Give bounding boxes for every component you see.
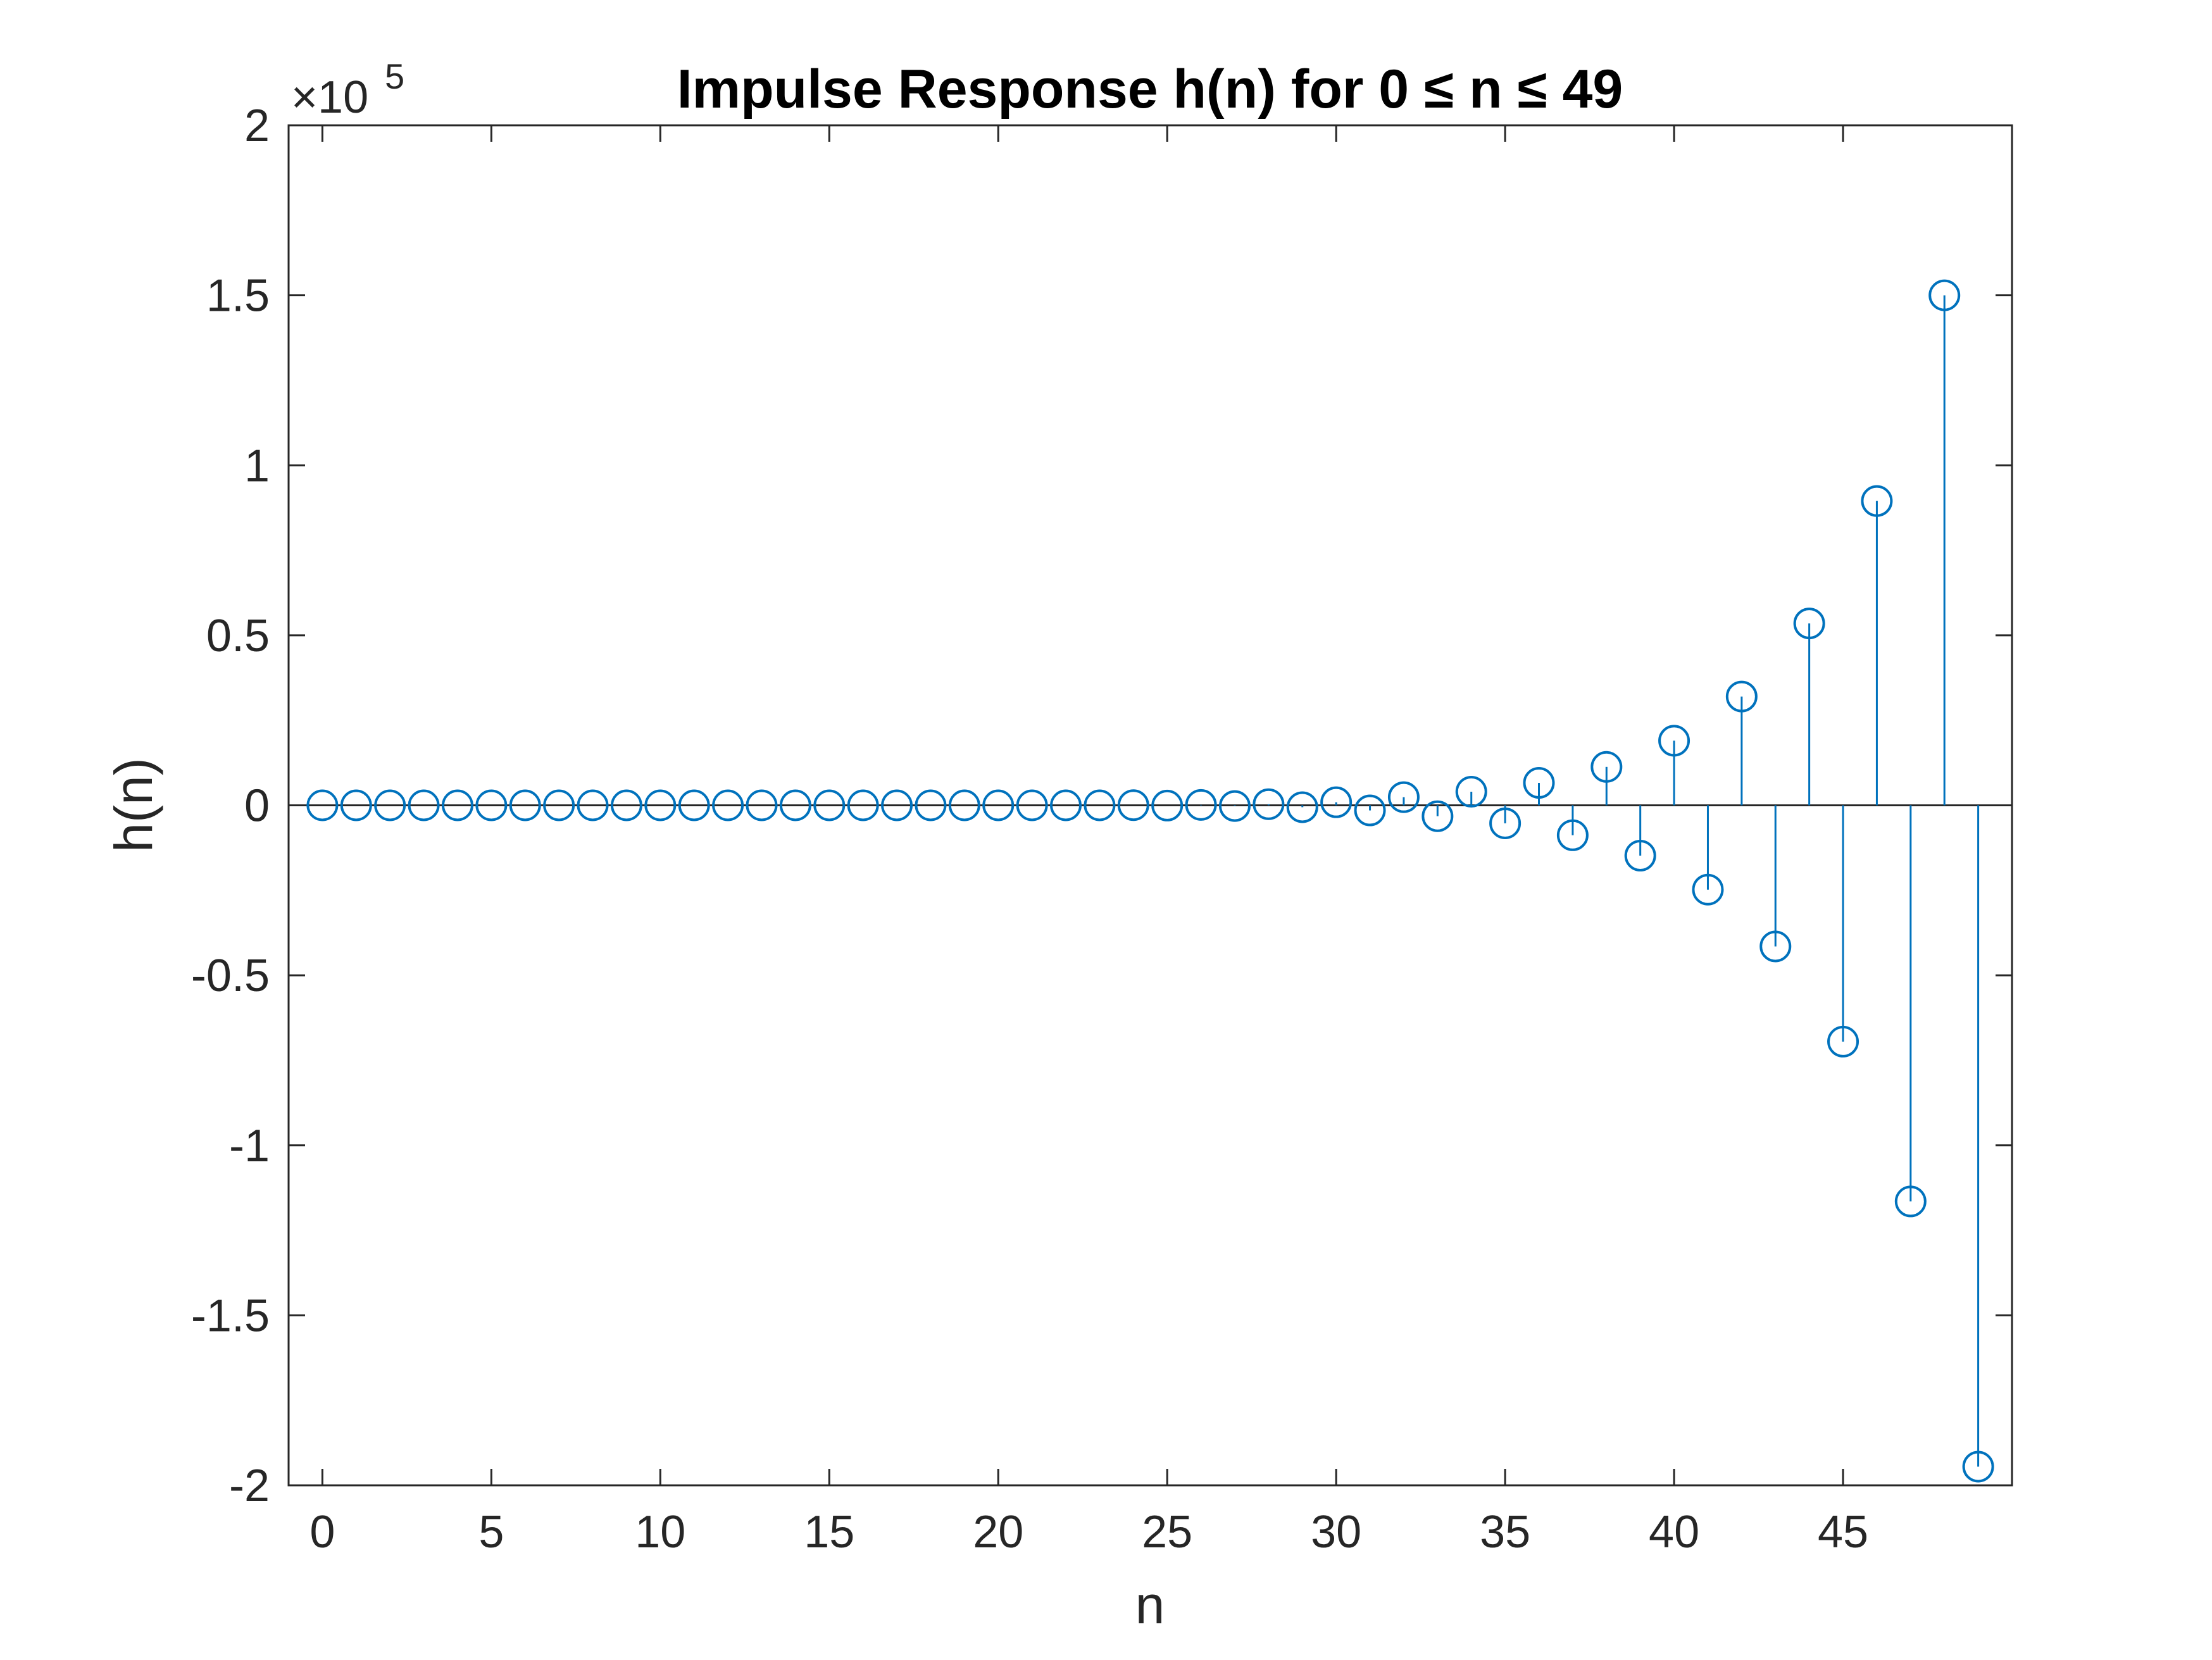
stem-marker xyxy=(1117,789,1149,821)
stem-marker xyxy=(1759,930,1792,963)
x-tick-label: 5 xyxy=(478,1507,504,1557)
stem-marker xyxy=(1894,1185,1927,1218)
axis-ticks xyxy=(289,124,2012,1487)
stem-marker xyxy=(340,789,372,821)
x-tick-label: 40 xyxy=(1649,1507,1699,1557)
stem-marker xyxy=(1185,789,1217,821)
stem-marker xyxy=(1387,781,1420,813)
stem-marker xyxy=(1658,725,1690,757)
stem-marker xyxy=(678,789,710,821)
stem-marker xyxy=(1523,767,1555,799)
x-tick-label: 15 xyxy=(804,1507,854,1557)
stem-marker xyxy=(1320,786,1353,818)
y-tick-labels: -2 -1.5 -1 -0.5 0 0.5 1 1.5 2 xyxy=(191,101,270,1511)
stem-marker xyxy=(577,789,609,821)
y-tick-label: 0 xyxy=(244,781,270,832)
stem-marker xyxy=(1590,751,1623,783)
stem-marker xyxy=(746,789,778,821)
stem-marker xyxy=(1354,794,1386,827)
chart-title: Impulse Response h(n) for 0 ≤ n ≤ 49 xyxy=(677,59,1623,120)
stem-marker xyxy=(948,789,980,821)
stem-marker xyxy=(306,789,339,821)
stem-marker xyxy=(1556,819,1589,851)
stem-marker xyxy=(1084,789,1116,821)
x-tick-label: 10 xyxy=(635,1507,685,1557)
stem-marker xyxy=(1286,791,1318,823)
stem-marker xyxy=(1827,1025,1859,1058)
stem-marker xyxy=(1725,680,1758,713)
stem-marker xyxy=(712,789,744,821)
x-tick-labels: 0 5 10 15 20 25 30 35 40 45 xyxy=(309,1507,1868,1557)
y-tick-label: 1.5 xyxy=(206,271,270,321)
y-tick-label: 1 xyxy=(244,440,270,491)
stem-marker xyxy=(1489,807,1522,839)
stem-marker xyxy=(1151,789,1184,821)
stem-marker xyxy=(1928,279,1961,311)
stem-marker xyxy=(1050,789,1082,821)
stem-marker xyxy=(881,789,913,821)
stem-marker xyxy=(1962,1451,1994,1483)
y-tick-label: -1.5 xyxy=(191,1290,270,1341)
x-tick-label: 30 xyxy=(1311,1507,1361,1557)
stem-marker xyxy=(1692,873,1724,906)
exponent-power: 5 xyxy=(385,56,404,96)
stem-marker xyxy=(847,789,879,821)
stem-marker xyxy=(610,789,642,821)
x-tick-label: 20 xyxy=(973,1507,1023,1557)
stem-marker xyxy=(441,789,473,821)
y-tick-label: 2 xyxy=(244,101,270,151)
x-tick-label: 0 xyxy=(309,1507,335,1557)
stem-marker xyxy=(813,789,846,821)
stem-marker xyxy=(1016,789,1048,821)
stem-marker xyxy=(644,789,677,821)
stem-marker xyxy=(1624,840,1656,872)
axes-box xyxy=(287,124,2013,1487)
stem-marker xyxy=(1422,800,1454,832)
x-tick-label: 25 xyxy=(1142,1507,1192,1557)
stem-marker xyxy=(374,789,406,821)
y-exponent-label: ×10 5 xyxy=(291,56,404,123)
y-tick-label: -2 xyxy=(229,1461,270,1511)
y-tick-label: -1 xyxy=(229,1121,270,1171)
stem-marker xyxy=(982,789,1015,821)
y-axis-label: h(n) xyxy=(104,758,163,852)
stem-marker xyxy=(779,789,811,821)
stem-marker xyxy=(509,789,541,821)
x-tick-label: 45 xyxy=(1818,1507,1868,1557)
stem-marker xyxy=(543,789,575,821)
exponent-base: ×10 xyxy=(291,72,368,123)
y-tick-label: -0.5 xyxy=(191,951,270,1001)
stem-marker xyxy=(408,789,440,821)
x-axis-label: n xyxy=(1135,1575,1165,1635)
stem-marker xyxy=(915,789,947,821)
stem-marker xyxy=(1218,790,1251,822)
x-tick-label: 35 xyxy=(1480,1507,1530,1557)
stem-series xyxy=(306,279,1994,1483)
stem-marker xyxy=(1253,788,1285,820)
y-tick-label: 0.5 xyxy=(206,611,270,661)
stem-marker xyxy=(1793,608,1825,640)
stem-marker xyxy=(1455,776,1487,808)
stem-marker xyxy=(1861,485,1893,517)
stem-marker xyxy=(475,789,508,821)
